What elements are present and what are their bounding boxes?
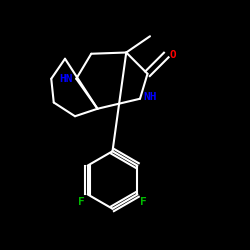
Text: O: O bbox=[170, 50, 177, 60]
Text: F: F bbox=[140, 197, 147, 207]
Text: NH: NH bbox=[144, 92, 157, 102]
Text: F: F bbox=[78, 197, 85, 207]
Text: HN: HN bbox=[59, 74, 72, 84]
